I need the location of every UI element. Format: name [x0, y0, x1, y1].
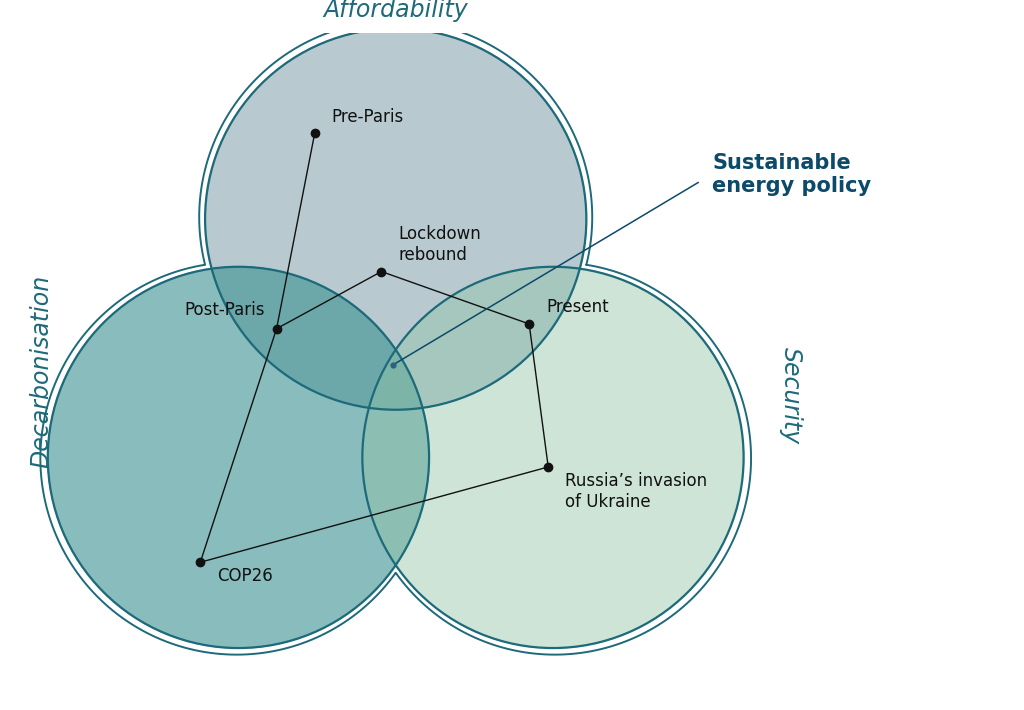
- Circle shape: [48, 267, 429, 648]
- Circle shape: [205, 28, 587, 410]
- Text: Pre-Paris: Pre-Paris: [332, 108, 404, 126]
- Text: Russia’s invasion
of Ukraine: Russia’s invasion of Ukraine: [565, 471, 708, 510]
- Text: Affordability: Affordability: [324, 0, 468, 22]
- Circle shape: [362, 267, 743, 648]
- Text: Post-Paris: Post-Paris: [184, 301, 265, 320]
- Text: COP26: COP26: [217, 567, 273, 585]
- Text: Security: Security: [779, 347, 803, 444]
- Text: Decarbonisation: Decarbonisation: [29, 275, 53, 469]
- Text: Sustainable
energy policy: Sustainable energy policy: [712, 153, 871, 196]
- Text: Lockdown
rebound: Lockdown rebound: [398, 225, 481, 264]
- Text: Present: Present: [547, 298, 609, 317]
